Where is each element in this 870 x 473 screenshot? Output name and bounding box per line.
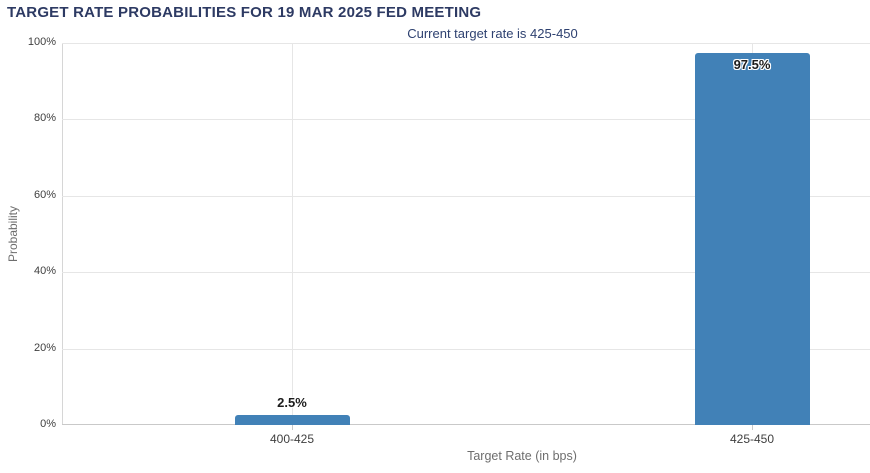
chart-subtitle: Current target rate is 425-450	[407, 26, 578, 41]
x-tick-label: 400-425	[269, 432, 315, 446]
y-tick-label: 100%	[27, 36, 56, 48]
probability-bar[interactable]	[694, 53, 810, 425]
y-axis-title: Probability	[0, 43, 26, 425]
y-tick-label: 80%	[33, 112, 56, 125]
x-tick-mark	[292, 425, 293, 430]
y-tick-label: 60%	[33, 188, 56, 201]
h-gridline	[62, 348, 870, 350]
bar-value-label: 97.5%	[733, 57, 771, 72]
y-axis-title-text: Probability	[6, 205, 20, 263]
h-gridline	[62, 272, 870, 274]
bar-value-label: 2.5%	[277, 395, 307, 410]
h-gridline	[62, 195, 870, 197]
y-tick-label: 0%	[40, 418, 56, 430]
h-gridline	[62, 43, 870, 44]
y-tick-label: 40%	[33, 265, 56, 278]
h-gridline	[62, 119, 870, 121]
probability-bar[interactable]	[234, 415, 350, 425]
x-tick-mark	[752, 425, 753, 430]
y-axis-line	[62, 43, 63, 425]
chart-title: TARGET RATE PROBABILITIES FOR 19 MAR 202…	[7, 4, 482, 21]
x-tick-label: 425-450	[729, 432, 775, 446]
v-gridline	[291, 43, 293, 425]
plot-area: 2.5% 97.5%	[62, 43, 870, 425]
y-tick-label: 20%	[33, 341, 56, 354]
x-axis-title: Target Rate (in bps)	[467, 449, 577, 463]
x-axis-line	[62, 424, 870, 425]
